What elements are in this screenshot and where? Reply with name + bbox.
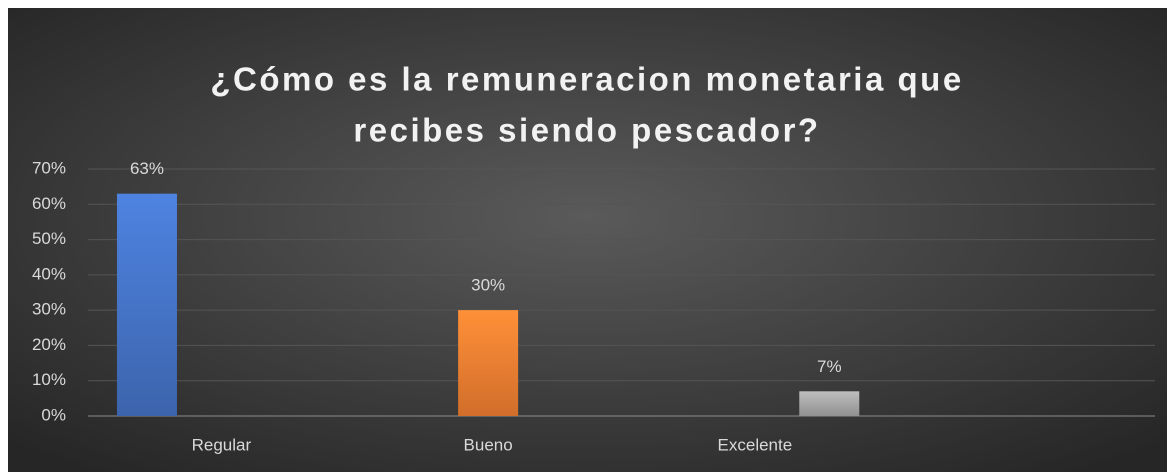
y-tick-label: 30% xyxy=(32,300,66,319)
x-tick-label: Bueno xyxy=(464,435,513,454)
value-label: 30% xyxy=(471,276,505,295)
chart-title: recibes siendo pescador? xyxy=(353,112,820,149)
x-tick-label: Regular xyxy=(192,435,252,454)
bar xyxy=(458,310,519,416)
y-tick-label: 10% xyxy=(32,370,66,389)
y-tick-label: 40% xyxy=(32,264,66,283)
y-tick-label: 20% xyxy=(32,335,66,354)
x-tick-label: Excelente xyxy=(718,435,793,454)
y-tick-label: 60% xyxy=(32,194,66,213)
y-tick-label: 50% xyxy=(32,229,66,248)
y-tick-label: 70% xyxy=(32,158,66,177)
bar xyxy=(116,193,177,416)
bar xyxy=(799,391,860,416)
y-tick-label: 0% xyxy=(41,405,66,424)
value-label: 63% xyxy=(130,159,164,178)
chart-title: ¿Cómo es la remuneracion monetaria que xyxy=(210,61,963,98)
value-label: 7% xyxy=(817,357,842,376)
